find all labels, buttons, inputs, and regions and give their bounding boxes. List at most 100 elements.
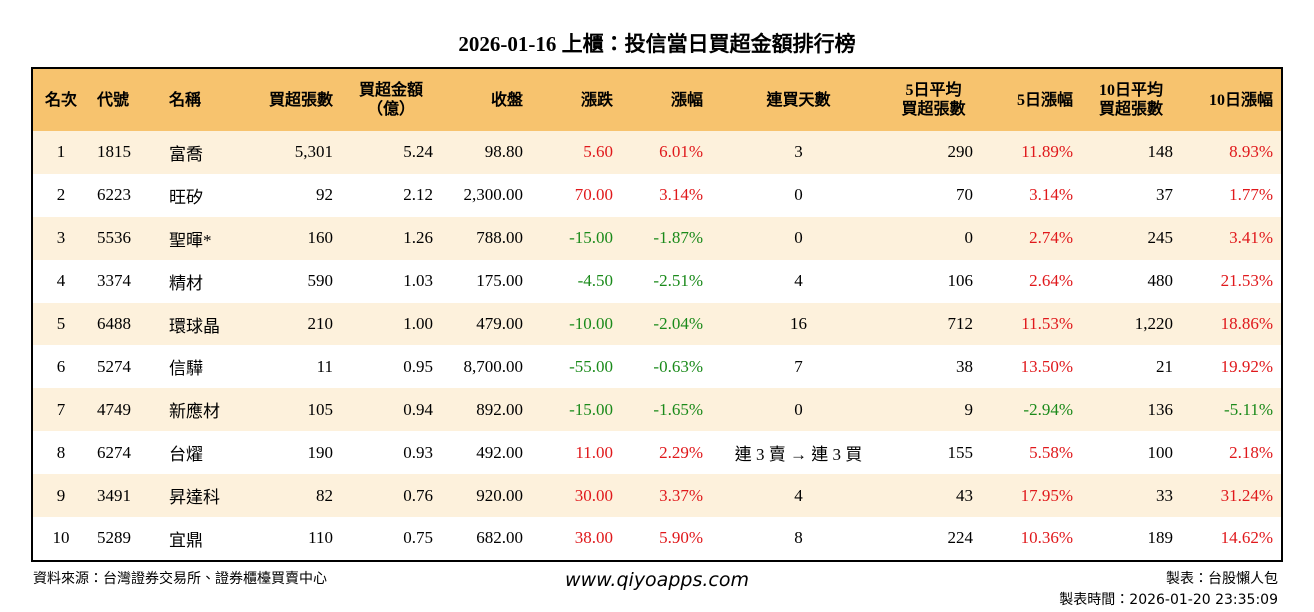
table-cell: -1.65% [621,388,711,432]
table-cell: 13.50% [1020,356,1073,376]
table-cell: 6.01% [621,131,711,174]
table-cell: 21.53% [1220,271,1273,291]
table-cell: -2.04% [621,302,711,346]
header-line: 買超張數 [1098,101,1163,118]
table-cell: 14.62% [1220,528,1273,548]
table-cell: 37 [1156,185,1173,205]
table-cell: -0.63% [653,356,703,376]
column-header: 代號 [89,68,161,131]
table-row: 4 3374 精材 590 1.03 175.00 -4.50 -2.51% 4 106 2.64%… [32,260,1282,303]
table-cell: 5,301 [241,131,341,174]
table-cell: 信驊 [169,359,203,379]
table-cell: 210 [241,302,341,346]
header-line: 名稱 [169,91,202,109]
table-cell: 6488 [89,302,161,346]
header-line: 收盤 [490,91,523,109]
table-cell: 3.14% [659,185,703,205]
table-cell: 5536 [89,216,161,260]
table-row: 7 4749 新應材 105 0.94 892.00 -15.00 -1.65% 0 9 -2.94… [32,388,1282,432]
table-cell: 30.00 [531,474,621,518]
column-header: 漲跌 [531,68,621,131]
table-cell: 480 [1147,271,1174,291]
table-cell: 0.75 [403,528,433,548]
table-row: 1 1815 富喬 5,301 5.24 98.80 5.60 6.01% 3 290 11.89%… [32,131,1282,174]
table-cell: 43 [886,474,981,518]
table-cell: 110 [308,528,333,548]
table-row: 9 3491 昇達科 82 0.76 920.00 30.00 3.37% 4 43 17.95% 3… [32,474,1282,518]
header-line: 買超金額 [358,82,423,99]
maker: 製表：台股懶人包 [1166,571,1278,587]
header-line: 漲幅 [670,91,703,109]
table-cell: 148 [1081,131,1181,174]
table-cell: 6223 [97,185,131,205]
table-row: 5 6488 環球晶 210 1.00 479.00 -10.00 -2.04% 16 712 11… [32,302,1282,346]
table-cell: 10.36% [1020,528,1073,548]
table-cell: 0.93 [403,442,433,462]
table-cell: 10 [52,528,70,548]
table-cell: 3.37% [621,474,711,518]
table-cell: 連 3 賣 → 連 3 買 [734,445,863,465]
table-cell: 環球晶 [161,302,241,346]
table-cell: 5.60 [531,131,621,174]
table-cell: 92 [316,185,333,205]
table-cell: 98.80 [441,131,531,174]
table-cell: 精材 [169,273,203,293]
table-cell: 479.00 [441,302,531,346]
table-cell: 105 [241,388,341,432]
table-cell: 1 [32,131,89,174]
column-header: 名次 [32,68,89,131]
table-cell: 2.12 [403,185,433,205]
table-cell: 4 [794,271,803,291]
table-cell: 9 [32,474,89,518]
table-cell: 台燿 [169,445,203,465]
table-cell: 8 [794,528,803,548]
table-cell: 3374 [97,271,131,291]
header-line: 5日平均 [905,82,962,99]
column-header: 5日平均 買超張數 [886,68,981,131]
table-cell: -15.00 [531,388,621,432]
table-cell: 21 [1156,356,1173,376]
table-cell: 82 [241,474,341,518]
table-cell: 0.76 [341,474,441,518]
table-cell: -4.50 [577,271,613,291]
table-cell: 1.77% [1229,185,1273,205]
table-row: 2 6223 旺矽 92 2.12 2,300.00 70.00 3.14% 0 70 3.14% 3… [32,174,1282,217]
table-cell: -15.00 [531,216,621,260]
table-cell: 1,220 [1081,302,1181,346]
column-header: 10日平均 買超張數 [1081,68,1181,131]
header-line: 10日漲幅 [1208,91,1273,109]
table-cell: 11 [316,356,333,376]
table-cell: 224 [947,528,974,548]
table-cell: 2,300.00 [463,185,524,205]
table-row: 8 6274 台燿 190 0.93 492.00 11.00 2.29% 連 3 賣 → 連 … [32,431,1282,474]
table-cell: 245 [1081,216,1181,260]
header-line: 5日漲幅 [1016,91,1073,109]
table-cell: 1.26 [341,216,441,260]
title: 2026-01-16 上櫃：投信當日買超金額排行榜 [458,32,856,56]
table-cell: 189 [1147,528,1174,548]
table-cell: 昇達科 [161,474,241,518]
table-cell: 8 [56,442,66,462]
header-line: 名次 [44,91,77,109]
table-cell: 2.64% [1029,271,1073,291]
table-cell: 1815 [89,131,161,174]
table-cell: 5.24 [341,131,441,174]
table-cell: 3 [711,131,886,174]
table-cell: 1.03 [403,271,433,291]
column-header: 買超張數 [241,68,341,131]
table-cell: 5.90% [659,528,703,548]
table-cell: -1.87% [621,216,711,260]
table-cell: 31.24% [1181,474,1282,518]
table-cell: 2.18% [1229,442,1273,462]
table-cell: 5 [32,302,89,346]
table-cell: 4 [56,271,66,291]
table-cell: 0 [886,216,981,260]
table-cell: 18.86% [1181,302,1282,346]
table-cell: 0.95 [403,356,433,376]
table-cell: 175.00 [476,271,523,291]
table-body: 1 1815 富喬 5,301 5.24 98.80 5.60 6.01% 3 290 11.89%… [32,131,1282,561]
table-cell: 33 [1081,474,1181,518]
table-cell: 富喬 [161,131,241,174]
table-cell: 100 [1147,442,1174,462]
